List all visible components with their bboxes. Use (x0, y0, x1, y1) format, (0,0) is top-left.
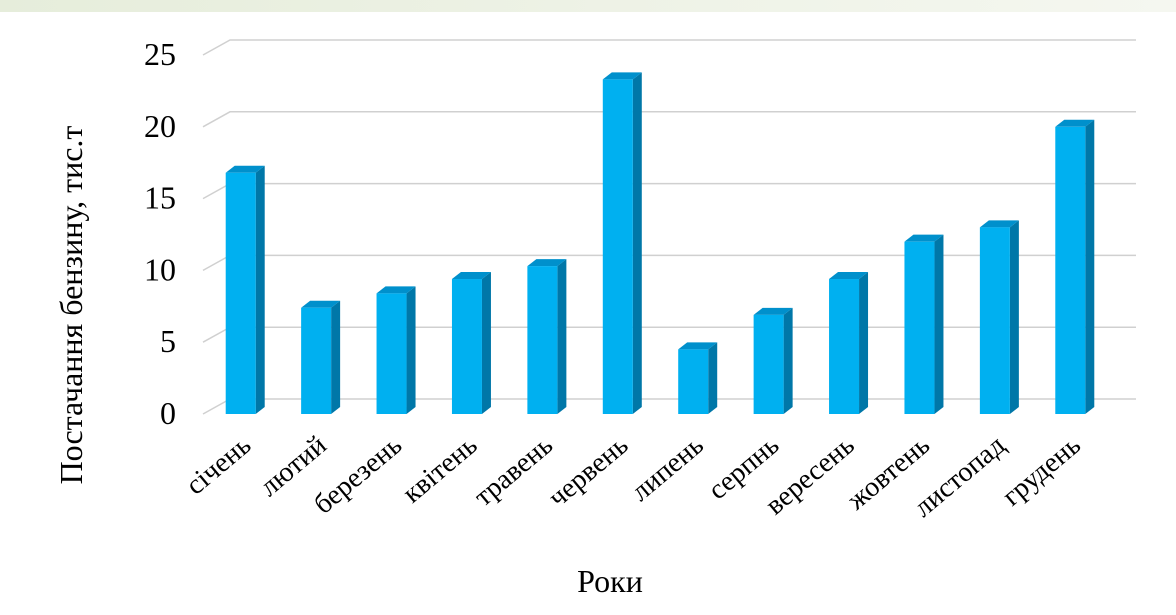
bar (753, 307, 793, 414)
y-tick-label: 25 (144, 36, 176, 72)
bar (979, 220, 1019, 414)
y-tick-label: 15 (144, 180, 176, 216)
bar (904, 234, 944, 414)
gridline (202, 182, 1136, 200)
y-tick-labels: 0 5 10 15 20 25 (144, 36, 176, 431)
x-category-label: січень (180, 430, 257, 502)
y-tick-label: 20 (144, 108, 176, 144)
x-category-label: липень (625, 430, 709, 508)
x-axis-title: Роки (577, 563, 643, 599)
y-tick-label: 5 (160, 323, 176, 359)
bar (1055, 119, 1095, 415)
x-category-labels: січеньлютийберезеньквітеньтравеньчервень… (180, 430, 1087, 524)
x-category-label: квітень (397, 430, 484, 510)
gridline (202, 111, 1136, 128)
x-category-label: червень (543, 430, 635, 514)
bar (602, 72, 642, 415)
y-axis-title: Постачання бензину, тис.т (53, 126, 89, 485)
bar (527, 259, 567, 414)
bar (225, 165, 265, 414)
gridline (202, 39, 1136, 56)
y-tick-label: 10 (144, 251, 176, 287)
top-decor-strip (0, 0, 1176, 12)
x-category-label: травень (468, 430, 559, 513)
bar (301, 300, 341, 414)
x-category-label: грудень (997, 430, 1087, 513)
y-tick-label: 0 (160, 395, 176, 431)
bar (376, 286, 416, 414)
bar (451, 272, 491, 414)
bar (829, 272, 869, 414)
bar (678, 342, 718, 414)
bars-layer (225, 72, 1095, 415)
